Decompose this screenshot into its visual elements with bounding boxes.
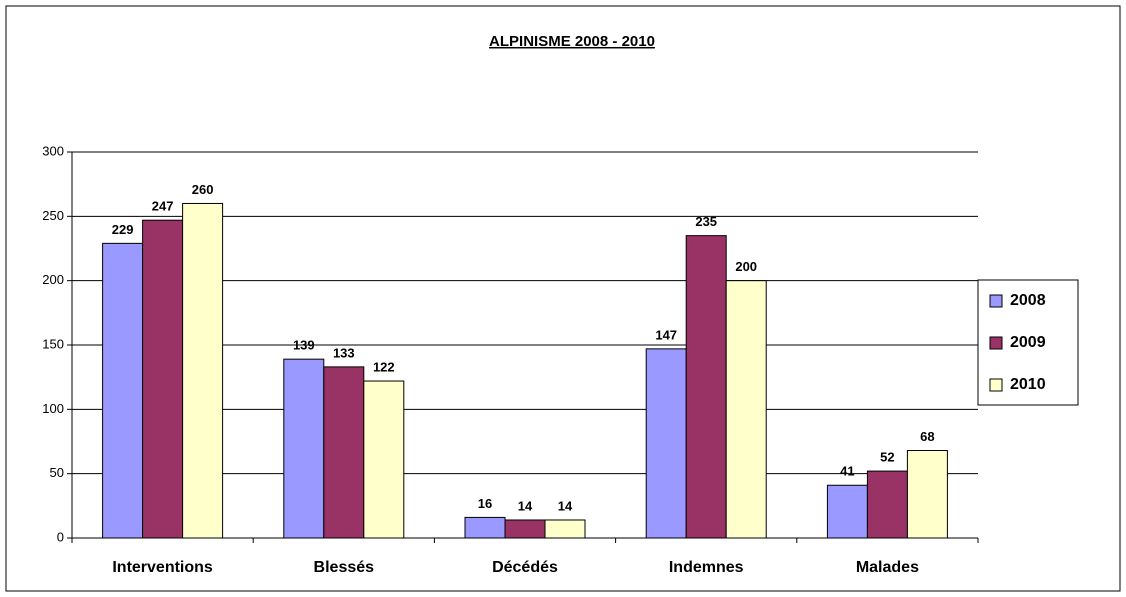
y-tick-label: 300 [42,143,64,158]
data-label: 229 [112,222,134,237]
legend-swatch [989,336,1003,350]
legend-label: 2008 [1010,292,1046,309]
y-tick-label: 50 [50,465,64,480]
x-tick-label: Indemnes [669,559,744,576]
bar [283,358,325,539]
data-label: 52 [880,450,894,465]
data-label: 247 [152,199,174,214]
legend-label: 2010 [1010,376,1046,393]
y-tick-label: 0 [57,529,64,544]
bar [866,470,908,539]
bar [464,516,506,539]
x-tick-label: Blessés [314,559,375,576]
bar [725,280,767,539]
bar [826,484,868,539]
data-label: 260 [192,182,214,197]
data-label: 14 [518,498,533,513]
data-label: 68 [920,429,934,444]
y-tick-label: 150 [42,336,64,351]
legend-swatch [989,378,1003,392]
bar [182,202,224,539]
bar [645,348,687,539]
data-label: 41 [840,464,854,479]
data-label: 200 [735,259,757,274]
y-tick-label: 250 [42,208,64,223]
data-label: 235 [695,214,717,229]
bar [906,450,948,539]
y-tick-label: 100 [42,401,64,416]
data-label: 14 [558,498,573,513]
data-label: 133 [333,345,355,360]
data-label: 139 [293,338,315,353]
x-tick-label: Malades [856,559,919,576]
bar [102,242,144,539]
data-label: 122 [373,359,395,374]
y-tick-label: 200 [42,272,64,287]
bar [544,519,586,539]
legend-swatch [989,294,1003,308]
bar [323,366,365,539]
data-label: 16 [478,496,492,511]
bar [363,380,405,539]
data-label: 147 [655,327,677,342]
chart-title: ALPINISME 2008 - 2010 [489,33,655,50]
bar [142,219,184,539]
bar [685,235,727,539]
legend-label: 2009 [1010,334,1046,351]
x-tick-label: Décédés [492,559,558,576]
bar [504,519,546,539]
x-tick-label: Interventions [112,559,213,576]
